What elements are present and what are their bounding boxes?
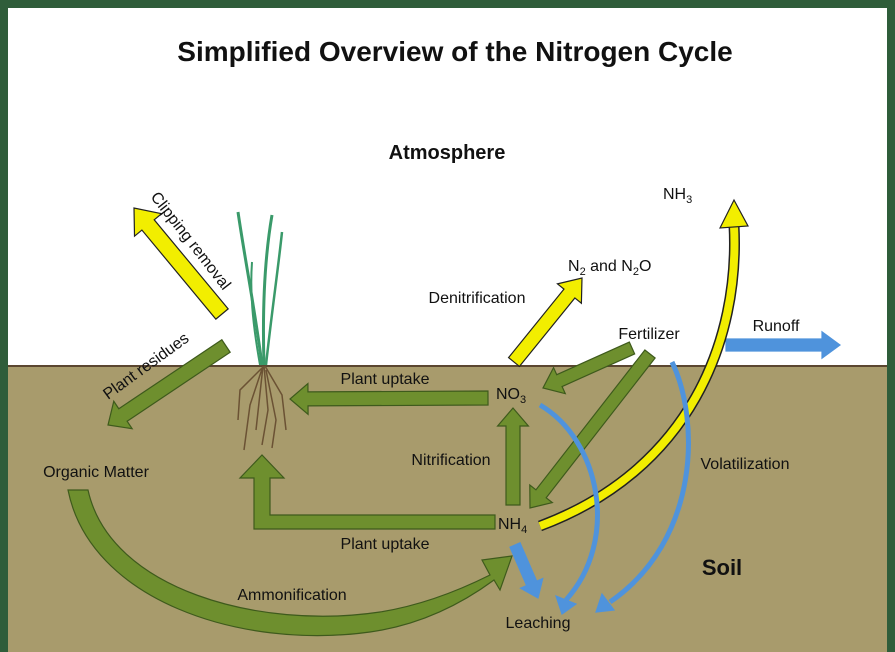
no3-sub: 3 <box>520 394 526 406</box>
nh4-sub: 4 <box>521 524 527 536</box>
plant <box>236 211 287 451</box>
arrow <box>67 489 513 637</box>
arrow <box>507 277 583 368</box>
uptake-top-label: Plant uptake <box>341 371 430 388</box>
ammonification-label: Ammonification <box>237 587 346 604</box>
nitrification-label: Nitrification <box>411 452 490 469</box>
arrow <box>725 330 842 360</box>
arrow <box>107 338 232 430</box>
arrow <box>289 382 489 416</box>
n2-end: O <box>639 258 651 275</box>
organic-matter-label: Organic Matter <box>43 464 149 481</box>
arrow <box>509 542 544 599</box>
title: Simplified Overview of the Nitrogen Cycl… <box>177 36 732 67</box>
denitrification-label: Denitrification <box>429 290 526 307</box>
arrow <box>718 198 749 229</box>
arrow <box>538 402 600 602</box>
n2-b-sub: 2 <box>633 266 639 278</box>
atmosphere-label: Atmosphere <box>389 142 506 164</box>
n2-mid: and N <box>586 258 633 275</box>
runoff-label: Runoff <box>753 318 800 335</box>
no3-label: NO3 <box>496 386 526 406</box>
n2-a: N <box>568 258 580 275</box>
arrow <box>496 407 530 506</box>
fertilizer-label: Fertilizer <box>618 326 680 343</box>
n2-n2o-label: N2 and N2O <box>568 258 651 278</box>
nh4-label: NH4 <box>498 516 527 536</box>
soil-label: Soil <box>702 555 742 580</box>
arrow <box>529 349 656 509</box>
n2-a-sub: 2 <box>580 266 586 278</box>
arrows <box>67 198 842 637</box>
arrow <box>542 341 636 395</box>
leaching-label: Leaching <box>506 615 571 632</box>
arrow <box>133 207 230 320</box>
arrow <box>238 454 496 530</box>
no3-base: NO <box>496 386 520 403</box>
volatilization-label: Volatilization <box>701 456 790 473</box>
arrow <box>555 594 578 615</box>
nh3-label: NH3 <box>663 186 692 206</box>
uptake-bottom-label: Plant uptake <box>341 536 430 553</box>
nh3-sub: 3 <box>686 194 692 206</box>
arrow <box>595 592 616 613</box>
arrow <box>608 360 691 605</box>
nh3-base: NH <box>663 186 686 203</box>
nh4-base: NH <box>498 516 521 533</box>
